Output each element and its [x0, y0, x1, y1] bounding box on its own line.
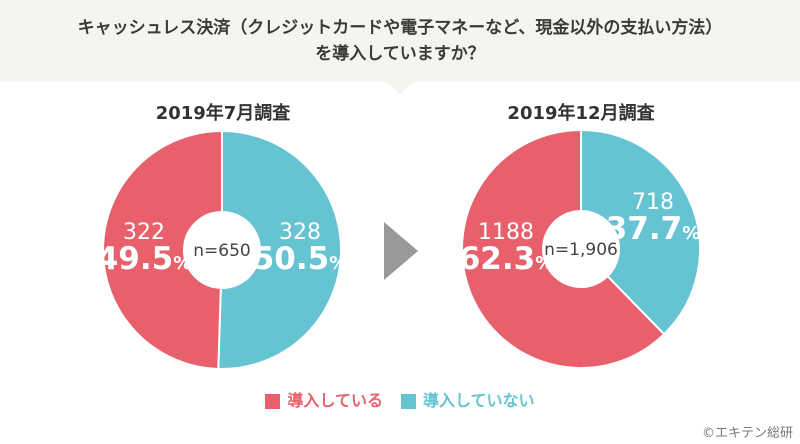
segment-percent-value: 62.3	[458, 241, 536, 277]
donut-segment-introduced	[461, 129, 666, 369]
header-pointer-triangle	[386, 82, 414, 94]
donut-chart-july-2019	[102, 130, 342, 370]
percent-sign: %	[173, 253, 192, 274]
percent-sign: %	[329, 253, 348, 274]
segment-label-july-introduced: 322 49.5%	[97, 221, 192, 279]
sample-size-label-december: n=1,906	[544, 240, 618, 260]
donut-chart-december-2019	[461, 129, 701, 369]
donut-segment-not_introduced	[217, 130, 342, 370]
segment-percent: 50.5%	[253, 244, 348, 279]
segment-percent-value: 37.7	[605, 211, 683, 247]
donut-segment-introduced	[102, 130, 223, 370]
segment-percent: 49.5%	[97, 244, 192, 279]
chart-title-december-2019: 2019年12月調査	[507, 103, 655, 124]
survey-question-line1: キャッシュレス決済（クレジットカードや電子マネーなど、現金以外の支払い方法）	[77, 18, 723, 38]
percent-sign: %	[682, 223, 701, 244]
sample-size-label-july: n=650	[193, 241, 251, 261]
page-header: キャッシュレス決済（クレジットカードや電子マネーなど、現金以外の支払い方法） を…	[0, 0, 800, 82]
survey-question-line2: を導入していますか？	[315, 44, 485, 64]
segment-label-december-not-introduced: 718 37.7%	[606, 191, 701, 249]
segment-count: 322	[122, 220, 165, 245]
credit-text: ©エキテン総研	[701, 426, 793, 441]
segment-label-december-introduced: 1188 62.3%	[459, 221, 554, 279]
legend-swatch-not-introduced	[401, 393, 416, 409]
segment-percent-value: 50.5	[252, 241, 330, 277]
legend-swatch-introduced	[265, 393, 281, 409]
segment-label-july-not-introduced: 328 50.5%	[253, 221, 348, 279]
segment-percent: 37.7%	[606, 214, 701, 249]
legend-item-introduced: 導入している	[265, 393, 383, 409]
segment-percent: 62.3%	[459, 244, 554, 279]
percent-sign: %	[535, 253, 554, 274]
legend-item-not-introduced: 導入していない	[401, 393, 535, 409]
segment-percent-value: 49.5	[96, 241, 174, 277]
segment-count: 328	[278, 220, 321, 245]
segment-count: 718	[631, 190, 674, 215]
segment-count: 1188	[477, 220, 534, 245]
legend-label-not-introduced: 導入していない	[423, 391, 535, 410]
chart-title-july-2019: 2019年7月調査	[155, 103, 291, 124]
legend-label-introduced: 導入している	[287, 391, 383, 410]
chart-legend: 導入している 導入していない	[0, 393, 800, 409]
right-arrow-icon	[384, 222, 418, 280]
survey-question-title: キャッシュレス決済（クレジットカードや電子マネーなど、現金以外の支払い方法） を…	[0, 0, 800, 67]
donut-segment-not_introduced	[580, 129, 701, 336]
